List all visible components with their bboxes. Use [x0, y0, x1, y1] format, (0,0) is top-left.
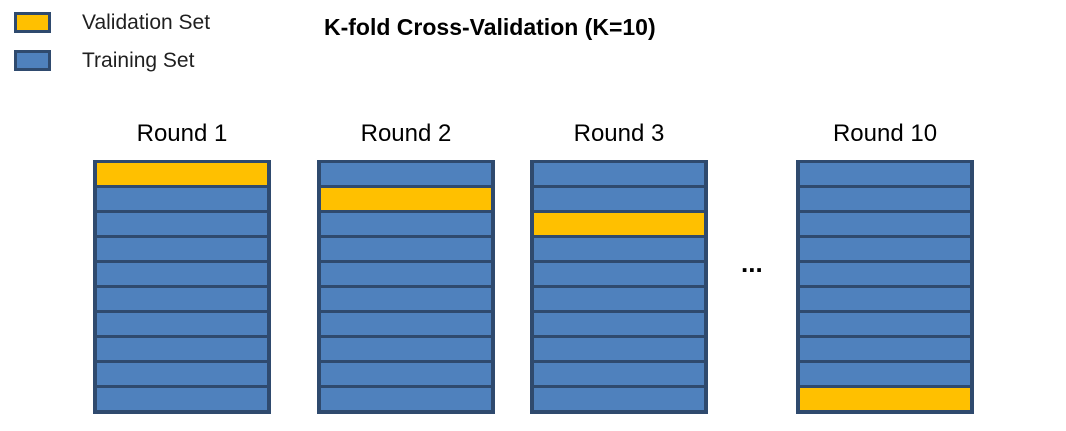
training-fold: [97, 288, 267, 310]
validation-fold: [97, 163, 267, 185]
training-fold: [800, 338, 970, 360]
round-label: Round 10: [832, 120, 938, 147]
diagram-title: K-fold Cross-Validation (K=10): [324, 14, 656, 40]
fold-stack: [317, 160, 495, 414]
training-fold: [97, 363, 267, 385]
training-fold: [534, 388, 704, 410]
legend-item-training: Training Set: [14, 48, 274, 76]
training-fold: [97, 238, 267, 260]
fold-stack: [93, 160, 271, 414]
training-fold: [534, 338, 704, 360]
round-label: Round 2: [360, 120, 452, 147]
training-fold: [534, 313, 704, 335]
round-label: Round 3: [573, 120, 665, 147]
training-fold: [321, 213, 491, 235]
fold-stack: [796, 160, 974, 414]
training-fold: [97, 263, 267, 285]
training-fold: [534, 188, 704, 210]
training-fold: [800, 213, 970, 235]
fold-stack: [530, 160, 708, 414]
training-fold: [321, 313, 491, 335]
training-fold: [321, 163, 491, 185]
training-fold: [800, 363, 970, 385]
legend-item-validation: Validation Set: [14, 10, 274, 38]
training-fold: [534, 238, 704, 260]
training-fold: [534, 288, 704, 310]
training-fold: [534, 163, 704, 185]
training-fold: [800, 163, 970, 185]
training-fold: [800, 238, 970, 260]
legend-label-training: Training Set: [82, 49, 195, 72]
training-fold: [800, 263, 970, 285]
validation-fold: [800, 388, 970, 410]
training-fold: [97, 338, 267, 360]
training-fold: [321, 388, 491, 410]
validation-swatch: [14, 12, 51, 33]
training-fold: [800, 313, 970, 335]
training-fold: [321, 288, 491, 310]
training-fold: [800, 188, 970, 210]
legend-label-validation: Validation Set: [82, 11, 211, 34]
training-fold: [97, 313, 267, 335]
validation-fold: [534, 213, 704, 235]
training-fold: [534, 363, 704, 385]
training-fold: [321, 363, 491, 385]
training-fold: [97, 188, 267, 210]
training-fold: [534, 263, 704, 285]
training-fold: [321, 338, 491, 360]
training-fold: [97, 388, 267, 410]
ellipsis: ...: [741, 248, 763, 278]
training-fold: [321, 238, 491, 260]
round-label: Round 1: [136, 120, 228, 147]
training-fold: [800, 288, 970, 310]
training-fold: [97, 213, 267, 235]
validation-fold: [321, 188, 491, 210]
training-fold: [321, 263, 491, 285]
training-swatch: [14, 50, 51, 71]
